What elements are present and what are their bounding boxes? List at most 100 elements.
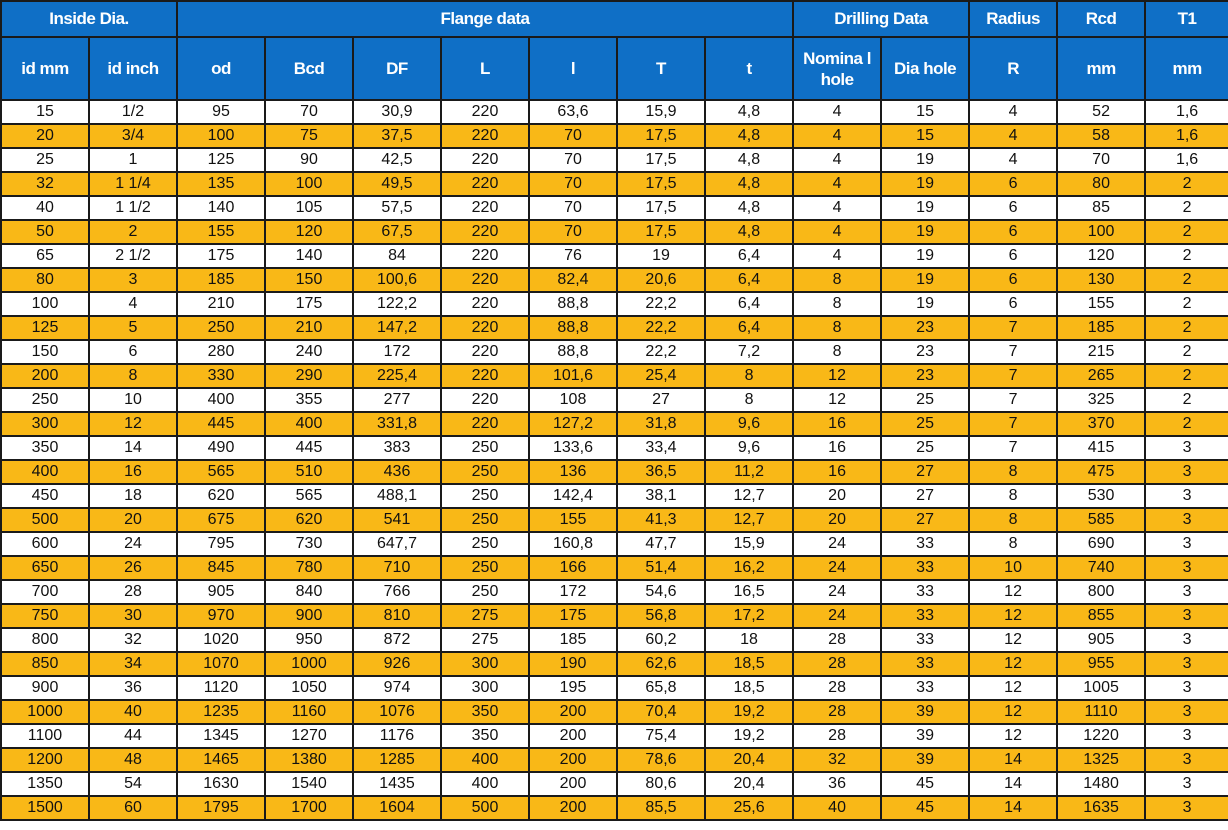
cell-rcd-mm: 1005 bbox=[1056, 675, 1147, 701]
cell-df: 277 bbox=[352, 387, 442, 413]
table-row: 50 2 155 120 67,5 220 70 17,5 4,8 4 19 6 100 2 bbox=[0, 219, 1228, 245]
cell-dia-hole: 33 bbox=[880, 675, 971, 701]
cell-T: 17,5 bbox=[616, 171, 706, 197]
cell-L: 400 bbox=[440, 771, 530, 797]
cell-nominal-hole: 4 bbox=[792, 99, 883, 125]
cell-T: 85,5 bbox=[616, 795, 706, 821]
cell-nominal-hole: 32 bbox=[792, 747, 883, 773]
cell-T: 17,5 bbox=[616, 195, 706, 221]
cell-dia-hole: 27 bbox=[880, 507, 971, 533]
cell-od: 100 bbox=[176, 123, 266, 149]
cell-T: 31,8 bbox=[616, 411, 706, 437]
table-row: 200 8 330 290 225,4 220 101,6 25,4 8 12 23 7 265 2 bbox=[0, 363, 1228, 389]
col-header-od: od bbox=[176, 36, 266, 101]
cell-t1-mm: 3 bbox=[1144, 603, 1228, 629]
cell-l: 142,4 bbox=[528, 483, 618, 509]
cell-od: 1630 bbox=[176, 771, 266, 797]
cell-dia-hole: 23 bbox=[880, 339, 971, 365]
cell-l: 88,8 bbox=[528, 315, 618, 341]
cell-t: 6,4 bbox=[703, 291, 795, 317]
cell-df: 1604 bbox=[352, 795, 442, 821]
table-row: 400 16 565 510 436 250 136 36,5 11,2 16 27 8 475 3 bbox=[0, 459, 1228, 485]
cell-t: 11,2 bbox=[703, 459, 795, 485]
cell-r: 14 bbox=[968, 771, 1059, 797]
table-row: 32 1 1/4 135 100 49,5 220 70 17,5 4,8 4 19 6 80 2 bbox=[0, 171, 1228, 197]
cell-t: 19,2 bbox=[703, 699, 795, 725]
cell-r: 12 bbox=[968, 603, 1059, 629]
cell-id-mm: 25 bbox=[0, 147, 90, 173]
cell-rcd-mm: 530 bbox=[1056, 483, 1147, 509]
group-t1: T1 bbox=[1144, 0, 1228, 38]
cell-nominal-hole: 28 bbox=[792, 699, 883, 725]
cell-dia-hole: 19 bbox=[880, 267, 971, 293]
cell-r: 7 bbox=[968, 363, 1059, 389]
cell-od: 1465 bbox=[176, 747, 266, 773]
cell-od: 250 bbox=[176, 315, 266, 341]
cell-t: 17,2 bbox=[703, 603, 795, 629]
table-row: 1500 60 1795 1700 1604 500 200 85,5 25,6 40 45 14 16… bbox=[0, 795, 1228, 821]
col-header-t1-mm: mm bbox=[1144, 36, 1228, 101]
cell-l: 155 bbox=[528, 507, 618, 533]
cell-od: 1235 bbox=[176, 699, 266, 725]
cell-l: 200 bbox=[528, 723, 618, 749]
cell-r: 6 bbox=[968, 243, 1059, 269]
cell-df: 436 bbox=[352, 459, 442, 485]
cell-dia-hole: 39 bbox=[880, 747, 971, 773]
cell-id-mm: 400 bbox=[0, 459, 90, 485]
cell-dia-hole: 27 bbox=[880, 459, 971, 485]
cell-r: 12 bbox=[968, 699, 1059, 725]
cell-id-inch: 5 bbox=[88, 315, 178, 341]
cell-r: 12 bbox=[968, 723, 1059, 749]
cell-T: 60,2 bbox=[616, 627, 706, 653]
cell-t: 18 bbox=[703, 627, 795, 653]
cell-bcd: 120 bbox=[264, 219, 354, 245]
cell-bcd: 1700 bbox=[264, 795, 354, 821]
cell-id-inch: 3 bbox=[88, 267, 178, 293]
cell-r: 7 bbox=[968, 435, 1059, 461]
cell-T: 17,5 bbox=[616, 147, 706, 173]
cell-df: 926 bbox=[352, 651, 442, 677]
cell-t1-mm: 2 bbox=[1144, 243, 1228, 269]
cell-dia-hole: 19 bbox=[880, 147, 971, 173]
cell-id-mm: 700 bbox=[0, 579, 90, 605]
cell-l: 166 bbox=[528, 555, 618, 581]
cell-id-inch: 1 1/2 bbox=[88, 195, 178, 221]
cell-T: 75,4 bbox=[616, 723, 706, 749]
cell-bcd: 510 bbox=[264, 459, 354, 485]
cell-rcd-mm: 70 bbox=[1056, 147, 1147, 173]
cell-od: 970 bbox=[176, 603, 266, 629]
cell-r: 6 bbox=[968, 171, 1059, 197]
cell-df: 42,5 bbox=[352, 147, 442, 173]
cell-L: 220 bbox=[440, 315, 530, 341]
cell-t: 8 bbox=[703, 363, 795, 389]
table-row: 700 28 905 840 766 250 172 54,6 16,5 24 33 12 800 3 bbox=[0, 579, 1228, 605]
cell-id-mm: 1100 bbox=[0, 723, 90, 749]
cell-l: 82,4 bbox=[528, 267, 618, 293]
cell-l: 175 bbox=[528, 603, 618, 629]
cell-id-mm: 350 bbox=[0, 435, 90, 461]
cell-L: 300 bbox=[440, 675, 530, 701]
cell-bcd: 620 bbox=[264, 507, 354, 533]
cell-dia-hole: 19 bbox=[880, 243, 971, 269]
col-header-T: T bbox=[616, 36, 706, 101]
cell-t: 18,5 bbox=[703, 651, 795, 677]
cell-dia-hole: 23 bbox=[880, 363, 971, 389]
cell-id-inch: 1/2 bbox=[88, 99, 178, 125]
cell-od: 620 bbox=[176, 483, 266, 509]
cell-dia-hole: 25 bbox=[880, 411, 971, 437]
cell-l: 70 bbox=[528, 123, 618, 149]
cell-id-mm: 800 bbox=[0, 627, 90, 653]
cell-l: 70 bbox=[528, 171, 618, 197]
cell-id-mm: 65 bbox=[0, 243, 90, 269]
cell-L: 250 bbox=[440, 555, 530, 581]
cell-df: 225,4 bbox=[352, 363, 442, 389]
cell-L: 220 bbox=[440, 171, 530, 197]
cell-rcd-mm: 185 bbox=[1056, 315, 1147, 341]
cell-T: 62,6 bbox=[616, 651, 706, 677]
cell-t: 20,4 bbox=[703, 747, 795, 773]
cell-id-inch: 24 bbox=[88, 531, 178, 557]
cell-bcd: 900 bbox=[264, 603, 354, 629]
cell-T: 70,4 bbox=[616, 699, 706, 725]
table-row: 350 14 490 445 383 250 133,6 33,4 9,6 16 25 7 415 3 bbox=[0, 435, 1228, 461]
cell-od: 1120 bbox=[176, 675, 266, 701]
